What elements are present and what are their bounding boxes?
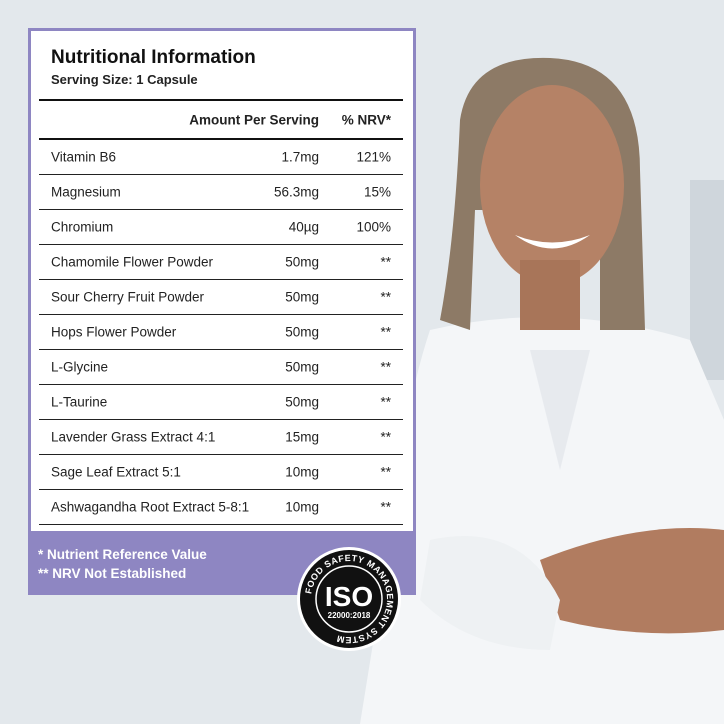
ingredient-name: Vitamin B6 <box>51 149 117 165</box>
ingredient-amount: 56.3mg <box>273 184 319 200</box>
ingredient-amount: 50mg <box>285 289 319 305</box>
ingredient-name: Chromium <box>51 219 114 235</box>
ingredient-amount: 50mg <box>285 254 319 270</box>
ingredient-nrv: ** <box>380 499 391 515</box>
ingredient-name: Sage Leaf Extract 5:1 <box>51 464 181 480</box>
ingredient-nrv: 121% <box>356 149 391 165</box>
panel-title: Nutritional Information <box>51 47 256 68</box>
seal-code: 22000:2018 <box>328 611 371 620</box>
table-header: Amount Per Serving % NRV* <box>39 99 403 140</box>
seal-iso: ISO <box>325 581 373 612</box>
nutrition-panel: Nutritional Information Serving Size: 1 … <box>28 28 416 595</box>
ingredient-nrv: ** <box>380 359 391 375</box>
ingredient-amount: 10mg <box>285 464 319 480</box>
ingredient-amount: 50mg <box>285 394 319 410</box>
ingredient-amount: 50mg <box>285 359 319 375</box>
ingredient-nrv: ** <box>380 289 391 305</box>
serving-size: Serving Size: 1 Capsule <box>51 72 198 87</box>
ingredient-name: Chamomile Flower Powder <box>51 254 214 270</box>
ingredient-nrv: 100% <box>356 219 391 235</box>
footnote-nrv: * Nutrient Reference Value <box>38 547 207 562</box>
ingredient-name: Ashwagandha Root Extract 5-8:1 <box>51 499 250 515</box>
ingredient-amount: 50mg <box>285 324 319 340</box>
table-row: Ashwagandha Root Extract 5-8:1 10mg ** <box>39 490 403 525</box>
ingredient-name: Lavender Grass Extract 4:1 <box>51 429 216 445</box>
header-nrv: % NRV* <box>341 112 391 127</box>
ingredient-nrv: ** <box>380 324 391 340</box>
ingredient-nrv: ** <box>380 254 391 270</box>
ingredient-name: Sour Cherry Fruit Powder <box>51 289 205 305</box>
ingredient-amount: 1.7mg <box>281 149 319 165</box>
table-row: Sour Cherry Fruit Powder 50mg ** <box>39 280 403 315</box>
iso-seal: FOOD SAFETY MANAGEMENT SYSTEM ISO 22000:… <box>297 547 401 651</box>
table-row: Chamomile Flower Powder 50mg ** <box>39 245 403 280</box>
ingredient-amount: 10mg <box>285 499 319 515</box>
nutrition-table: Amount Per Serving % NRV* Vitamin B6 1.7m… <box>39 99 403 525</box>
ingredient-nrv: 15% <box>363 184 391 200</box>
table-row: Hops Flower Powder 50mg ** <box>39 315 403 350</box>
ingredient-name: L-Taurine <box>51 394 108 410</box>
ingredient-name: Hops Flower Powder <box>51 324 177 340</box>
ingredient-name: L-Glycine <box>51 359 109 375</box>
table-row: L-Taurine 50mg ** <box>39 385 403 420</box>
table-row: Sage Leaf Extract 5:1 10mg ** <box>39 455 403 490</box>
table-row: Magnesium 56.3mg 15% <box>39 175 403 210</box>
header-amount: Amount Per Serving <box>189 112 319 127</box>
footnote-not-established: ** NRV Not Established <box>38 566 187 581</box>
ingredient-amount: 40µg <box>288 219 319 235</box>
ingredient-nrv: ** <box>380 394 391 410</box>
table-row: Chromium 40µg 100% <box>39 210 403 245</box>
ingredient-name: Magnesium <box>51 184 121 200</box>
ingredient-amount: 15mg <box>285 429 319 445</box>
ingredient-nrv: ** <box>380 429 391 445</box>
table-row: Vitamin B6 1.7mg 121% <box>39 140 403 175</box>
table-row: L-Glycine 50mg ** <box>39 350 403 385</box>
table-row: Lavender Grass Extract 4:1 15mg ** <box>39 420 403 455</box>
ingredient-nrv: ** <box>380 464 391 480</box>
